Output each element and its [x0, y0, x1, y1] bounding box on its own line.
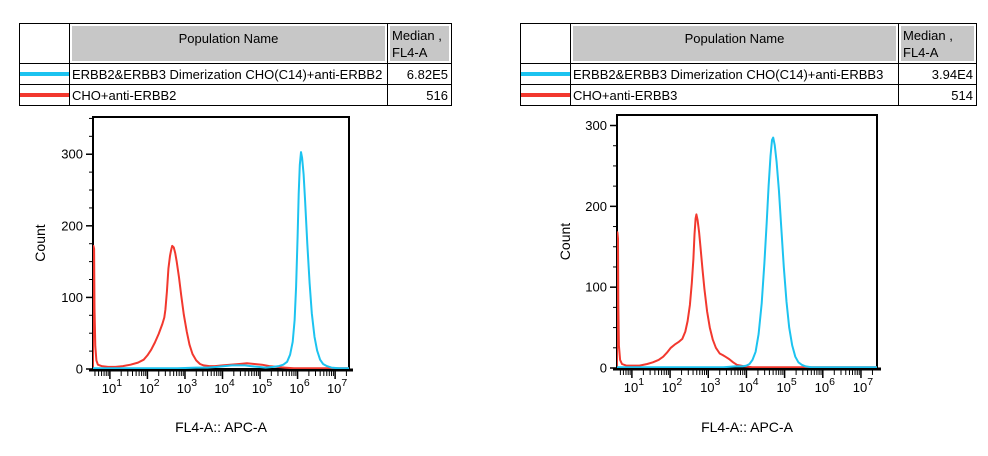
- red-series-swatch: [20, 93, 69, 97]
- table-row: CHO+anti-ERBB3 514: [520, 84, 977, 106]
- population-stats-table: Population Name Median , FL4-A ERBB2&ERB…: [520, 23, 977, 106]
- plot-frame: [92, 116, 350, 370]
- series-swatch-cell: [520, 84, 571, 106]
- x-axis-tick-label: 106: [815, 376, 835, 395]
- median-header: Median , FL4-A: [898, 23, 977, 64]
- median-value: 6.82E5: [387, 63, 452, 85]
- table-row: ERBB2&ERBB3 Dimerization CHO(C14)+anti-E…: [19, 63, 452, 85]
- x-axis-tick-label: 101: [102, 377, 122, 396]
- x-axis-tick-label: 107: [853, 376, 873, 395]
- x-axis-tick-label: 105: [252, 377, 272, 396]
- median-header-line1: Median ,: [903, 28, 953, 43]
- x-axis-tick-label: 106: [289, 377, 309, 396]
- y-axis-tick-label: 0: [76, 362, 83, 377]
- y-axis-tick-label: 0: [600, 361, 607, 376]
- table-row: ERBB2&ERBB3 Dimerization CHO(C14)+anti-E…: [520, 63, 977, 85]
- x-axis-tick-label: 101: [624, 376, 644, 395]
- population-name: ERBB2&ERBB3 Dimerization CHO(C14)+anti-E…: [69, 63, 388, 85]
- population-name: ERBB2&ERBB3 Dimerization CHO(C14)+anti-E…: [570, 63, 899, 85]
- control-histogram-curve: [617, 213, 877, 368]
- table-row: CHO+anti-ERBB2 516: [19, 84, 452, 106]
- histogram-panel-anti-erbb2: Population Name Median , FL4-A ERBB2&ERB…: [19, 23, 452, 435]
- y-axis-tick-label: 100: [585, 280, 607, 295]
- swatch-column-header: [520, 23, 571, 64]
- cyan-series-swatch: [20, 72, 69, 76]
- y-axis-tick-label: 200: [61, 218, 83, 233]
- cyan-series-swatch: [521, 72, 570, 76]
- table-header-row: Population Name Median , FL4-A: [520, 23, 977, 64]
- y-axis-tick-label: 300: [61, 147, 83, 162]
- y-axis-tick-label: 300: [585, 118, 607, 133]
- population-name: CHO+anti-ERBB3: [570, 84, 899, 106]
- x-axis-tick-label: 105: [776, 376, 796, 395]
- median-header-line2: FL4-A: [392, 45, 428, 60]
- x-axis-tick-label: 104: [738, 376, 758, 395]
- plot-frame: [616, 114, 878, 369]
- x-axis-tick-label: 102: [662, 376, 682, 395]
- x-axis-tick-label: 103: [700, 376, 720, 395]
- x-axis-tick-label: 107: [327, 377, 347, 396]
- x-axis-tick-label: 102: [139, 377, 159, 396]
- series-swatch-cell: [520, 63, 571, 85]
- population-stats-table: Population Name Median , FL4-A ERBB2&ERB…: [19, 23, 452, 106]
- dimerization-histogram-curve: [617, 136, 877, 368]
- x-axis-tick-label: 103: [177, 377, 197, 396]
- series-swatch-cell: [19, 63, 70, 85]
- population-name-header: Population Name: [570, 23, 899, 64]
- swatch-column-header: [19, 23, 70, 64]
- y-axis-tick-label: 200: [585, 199, 607, 214]
- median-header-line2: FL4-A: [903, 45, 939, 60]
- y-axis-tick-label: 100: [61, 290, 83, 305]
- median-value: 3.94E4: [898, 63, 977, 85]
- median-header: Median , FL4-A: [387, 23, 452, 64]
- median-header-line1: Median ,: [392, 28, 442, 43]
- median-value: 514: [898, 84, 977, 106]
- x-axis-title: FL4-A:: APC-A: [175, 419, 267, 435]
- control-histogram-curve: [93, 244, 349, 369]
- table-header-row: Population Name Median , FL4-A: [19, 23, 452, 64]
- histogram-panel-anti-erbb3: Population Name Median , FL4-A ERBB2&ERB…: [494, 0, 988, 456]
- median-value: 516: [387, 84, 452, 106]
- y-axis-title: Count: [557, 223, 573, 260]
- red-series-swatch: [521, 93, 570, 97]
- population-name-header: Population Name: [69, 23, 388, 64]
- dimerization-histogram-curve: [93, 151, 349, 369]
- x-axis-title: FL4-A:: APC-A: [701, 419, 793, 435]
- population-name: CHO+anti-ERBB2: [69, 84, 388, 106]
- y-axis-title: Count: [32, 224, 48, 261]
- x-axis-tick-label: 104: [214, 377, 234, 396]
- series-swatch-cell: [19, 84, 70, 106]
